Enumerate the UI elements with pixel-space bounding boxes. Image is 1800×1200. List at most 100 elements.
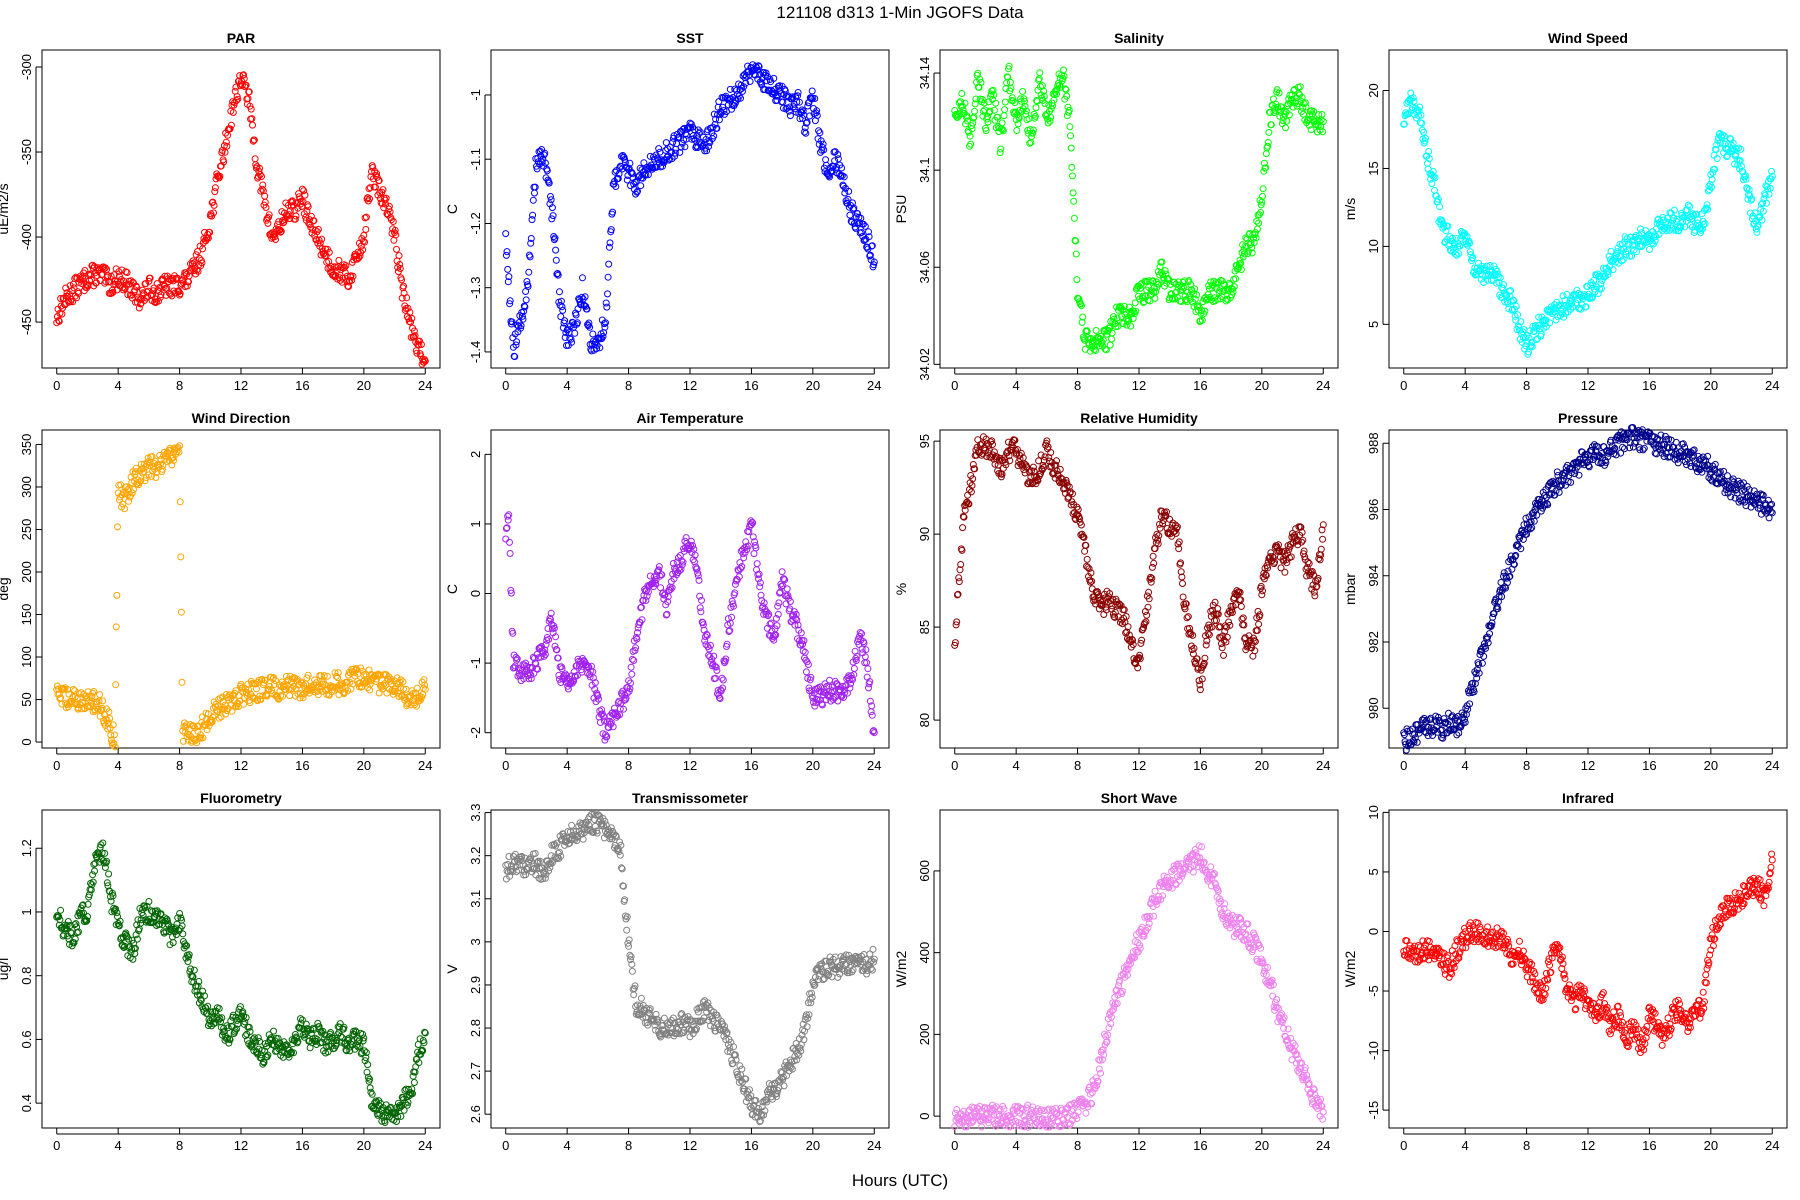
data-point (703, 147, 711, 155)
data-point (1218, 644, 1226, 652)
data-point (1742, 175, 1750, 183)
x-tick-label: 20 (357, 378, 371, 393)
x-tick-label: 12 (1132, 378, 1146, 393)
data-point (508, 318, 516, 326)
data-point (359, 678, 367, 686)
data-point (802, 668, 810, 676)
data-point (1612, 258, 1619, 266)
data-point (1072, 250, 1080, 258)
data-point (545, 179, 553, 187)
data-point (626, 159, 634, 167)
data-point (612, 183, 620, 190)
data-point (1713, 155, 1721, 163)
data-point (1704, 205, 1712, 213)
data-point (1319, 118, 1327, 126)
data-point (1480, 279, 1488, 286)
data-point (1180, 284, 1188, 292)
data-point (261, 198, 269, 206)
data-point (275, 218, 283, 226)
data-point (385, 202, 393, 210)
x-tick-label: 8 (1523, 378, 1530, 393)
data-point (1651, 237, 1659, 245)
x-tick-label: 0 (53, 378, 60, 393)
data-point (298, 185, 306, 193)
data-point (1748, 195, 1756, 203)
data-point (183, 282, 191, 290)
data-point (1197, 309, 1205, 317)
data-point (1030, 110, 1038, 118)
data-point (1086, 347, 1094, 355)
data-point (983, 113, 991, 121)
data-point (223, 142, 231, 150)
x-tick-label: 0 (951, 378, 958, 393)
data-point (1015, 113, 1023, 121)
data-point (1604, 271, 1612, 279)
panel-title: Salinity (1114, 30, 1164, 46)
data-point (159, 462, 167, 469)
x-tick-label: 16 (744, 378, 758, 393)
data-point (543, 167, 551, 175)
data-point (1585, 295, 1593, 302)
data-point (221, 148, 229, 156)
data-point (245, 88, 253, 96)
x-tick-label: 8 (1074, 378, 1081, 393)
data-point (1021, 103, 1029, 110)
data-point (1090, 346, 1098, 353)
data-point (1466, 248, 1474, 256)
x-tick-label: 20 (1704, 758, 1718, 773)
x-tick-label: 16 (295, 378, 309, 393)
data-point (1442, 227, 1450, 235)
data-point (503, 248, 511, 256)
data-point (387, 216, 395, 224)
data-point (1260, 159, 1268, 167)
data-point (107, 272, 115, 280)
data-point (111, 731, 118, 739)
data-point (850, 219, 858, 227)
data-point (1711, 165, 1719, 173)
data-point (519, 315, 527, 323)
data-point (1179, 580, 1186, 587)
data-point (527, 235, 535, 242)
data-point (1005, 62, 1013, 70)
data-point (1415, 112, 1422, 120)
y-axis-label: % (893, 583, 909, 595)
data-point (505, 273, 513, 281)
data-point (210, 201, 218, 209)
data-point (1290, 87, 1298, 94)
data-point (859, 220, 867, 228)
data-point (342, 262, 350, 270)
data-point (113, 591, 121, 599)
data-points (53, 71, 429, 368)
data-point (524, 283, 532, 290)
data-point (1262, 150, 1270, 158)
data-point (1684, 201, 1692, 209)
x-tick-label: 0 (1400, 758, 1407, 773)
data-point (1421, 137, 1429, 145)
data-point (1483, 262, 1491, 270)
data-point (133, 283, 141, 291)
data-point (369, 164, 377, 171)
data-point (808, 95, 816, 103)
data-point (801, 128, 808, 136)
data-point (261, 676, 269, 684)
data-point (860, 237, 868, 244)
data-point (611, 168, 619, 176)
data-point (512, 341, 520, 349)
data-point (552, 256, 560, 264)
data-point (713, 124, 721, 132)
data-point (1468, 254, 1476, 262)
data-point (604, 290, 611, 298)
x-tick-label: 0 (951, 758, 958, 773)
data-point (1170, 278, 1178, 286)
y-tick-label: 85 (917, 620, 932, 634)
data-point (361, 238, 368, 246)
data-point (405, 315, 413, 323)
data-point (547, 193, 554, 200)
data-point (974, 69, 982, 77)
data-point (602, 319, 609, 327)
data-point (279, 219, 287, 227)
data-point (237, 680, 245, 688)
data-points (502, 511, 878, 744)
data-point (705, 143, 713, 150)
